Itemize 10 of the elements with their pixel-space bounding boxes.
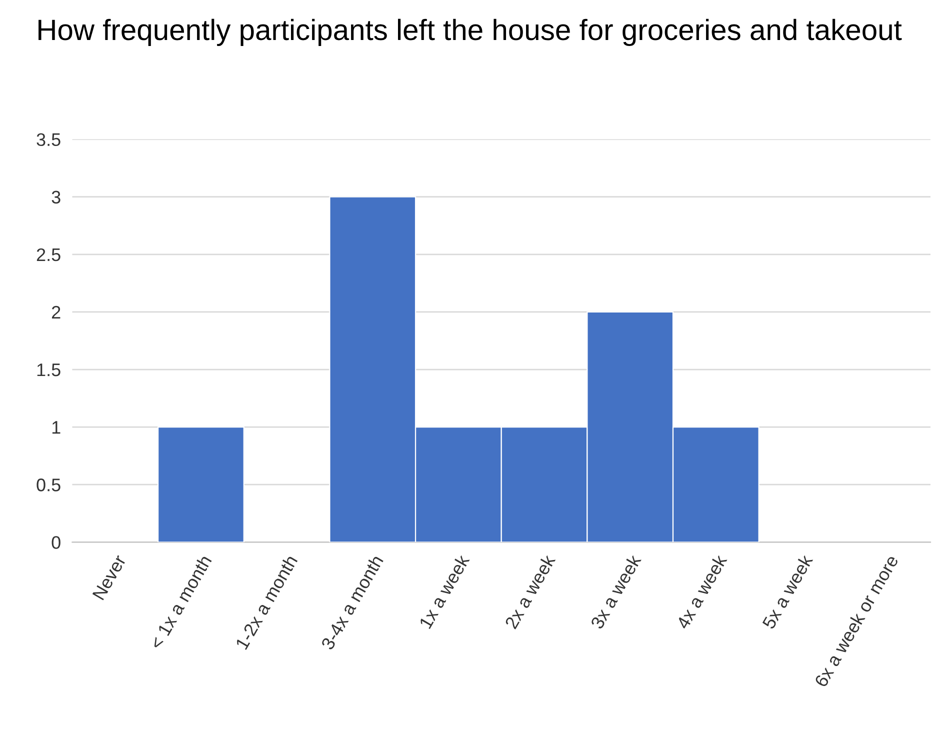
y-tick-label: 2 <box>52 306 60 318</box>
y-tick-label: 3 <box>52 190 60 204</box>
chart-title: How frequently participants left the house for groceries and takeout <box>38 18 902 46</box>
y-tick-label: 1 <box>52 421 60 434</box>
y-tick-label: 2.5 <box>36 248 60 262</box>
y-tick-label: 0 <box>52 536 60 549</box>
y-tick-label: 3.5 <box>36 133 60 146</box>
bar <box>158 426 244 542</box>
y-tick-label: 1.5 <box>37 364 60 376</box>
y-tick-label: 0.5 <box>36 478 60 492</box>
